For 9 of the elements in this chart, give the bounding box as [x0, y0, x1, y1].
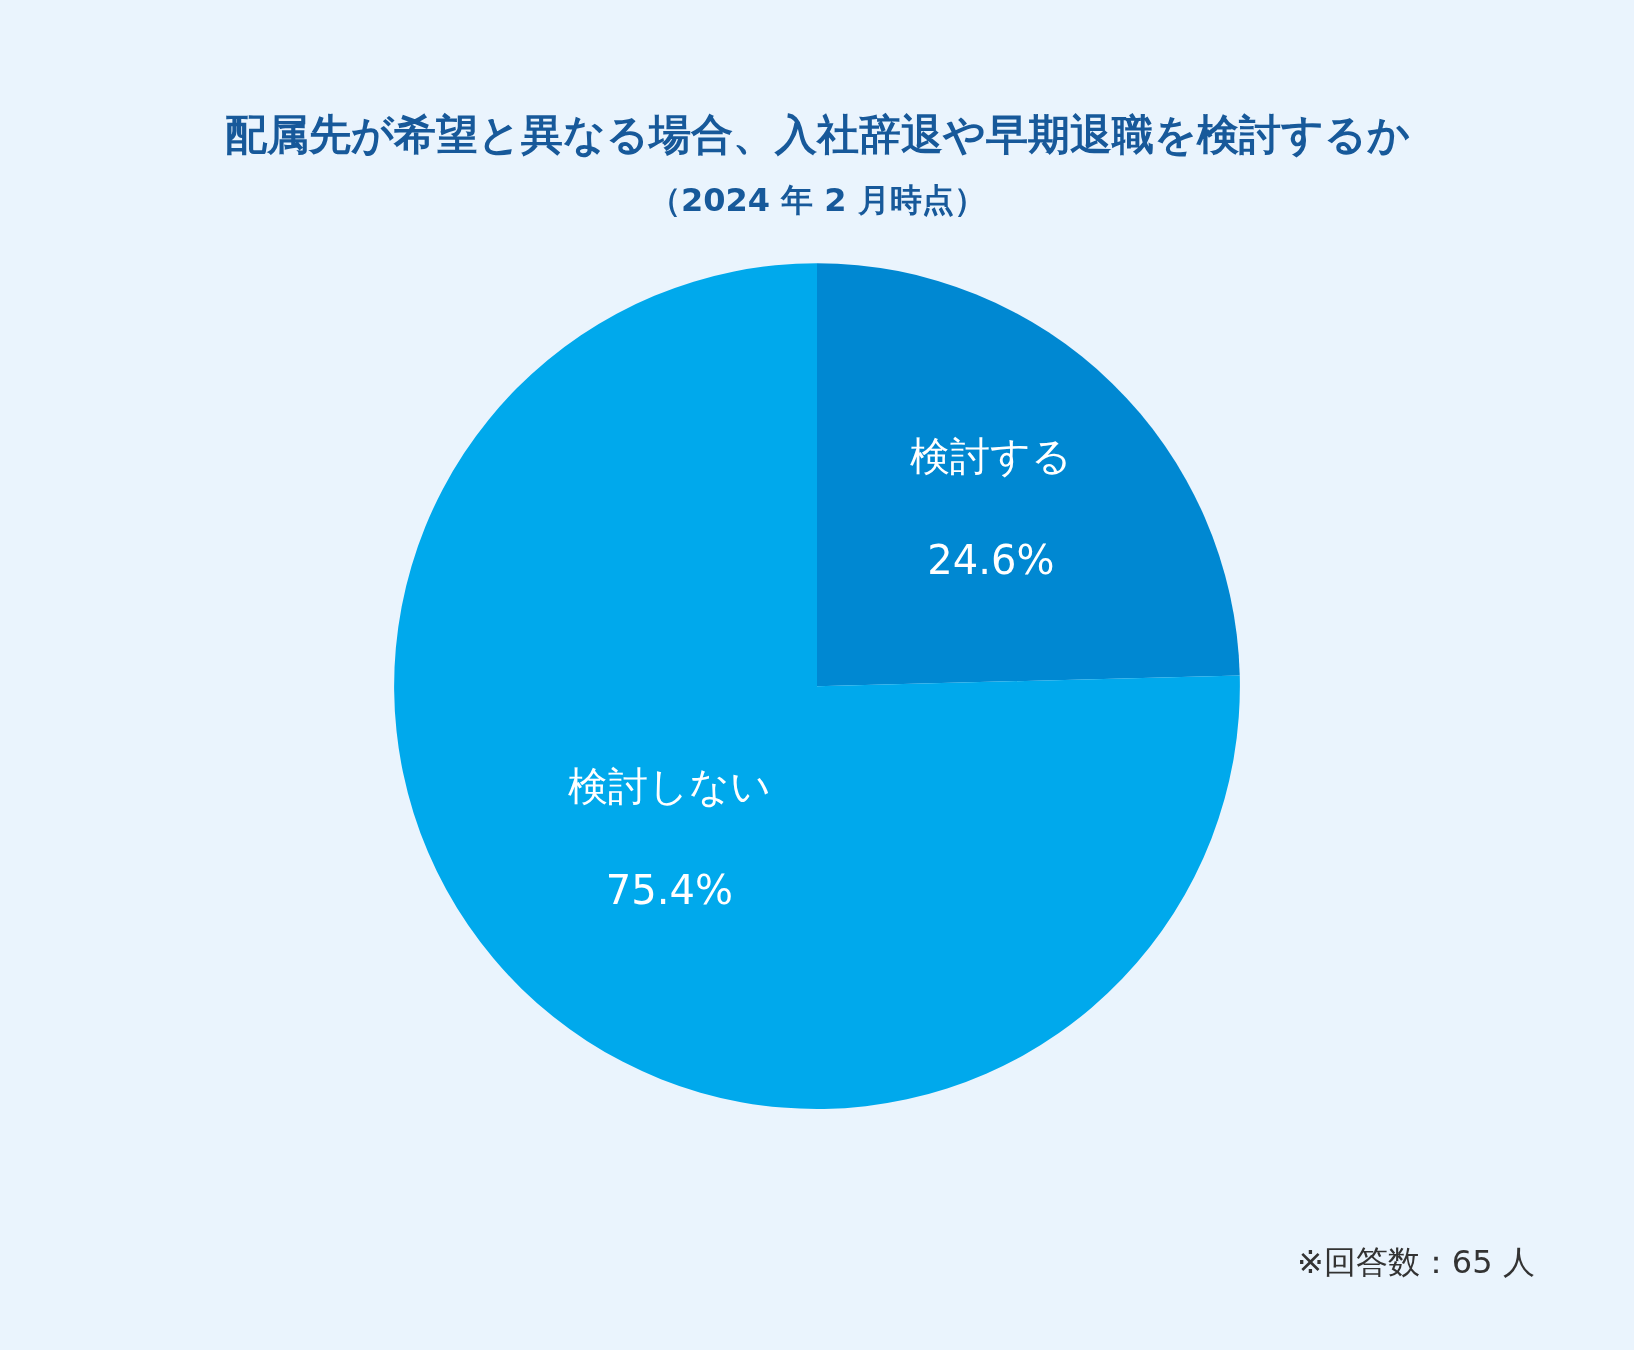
data-label: 24.6%: [927, 536, 1055, 583]
pie-slice: [394, 263, 1240, 1109]
slice-label: 検討する: [909, 432, 1072, 479]
data-label: 75.4%: [605, 866, 733, 913]
chart-title: 配属先が希望と異なる場合、入社辞退や早期退職を検討するか: [225, 110, 1410, 159]
slice-label: 検討しない: [567, 762, 771, 809]
chart-subtitle: （2024 年 2 月時点）: [649, 181, 986, 219]
text: ※回答数：65 人: [1297, 1243, 1535, 1281]
pie-slice: [817, 263, 1240, 687]
